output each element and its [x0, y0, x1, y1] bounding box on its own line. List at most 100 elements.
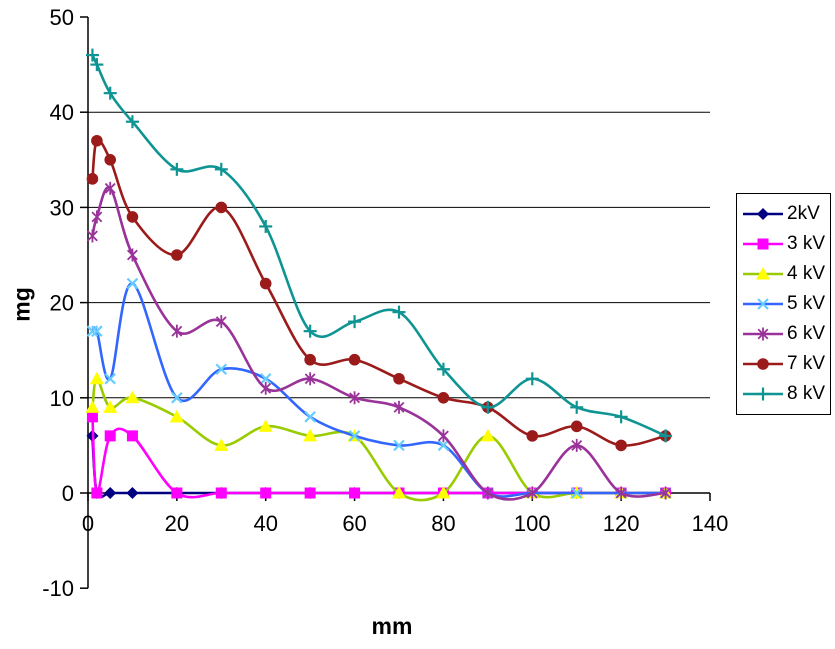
- legend-label: 4 kV: [787, 263, 826, 284]
- asterisk-marker-icon: [260, 381, 272, 395]
- y-tick-label: 40: [50, 100, 74, 125]
- x-marker-icon: [304, 411, 316, 423]
- square-marker-icon: [304, 487, 316, 499]
- y-tick-label: -10: [42, 576, 74, 601]
- x-tick-label: 100: [514, 511, 551, 536]
- legend-label: 3 kV: [787, 233, 826, 254]
- asterisk-marker-icon: [482, 486, 494, 500]
- legend-line-sample: [743, 358, 783, 370]
- x-marker-icon: [570, 487, 583, 499]
- square-marker-icon: [757, 238, 769, 250]
- circle-marker-icon: [86, 173, 99, 185]
- y-tick-label: 50: [50, 5, 74, 30]
- triangle-marker-icon: [85, 400, 100, 413]
- triangle-marker-icon: [125, 390, 140, 404]
- circle-marker-icon: [348, 353, 361, 366]
- x-tick-label: 140: [692, 511, 729, 536]
- square-marker-icon: [260, 487, 272, 499]
- triangle-marker-icon: [436, 486, 451, 499]
- x-tick-label: 0: [82, 511, 94, 536]
- plus-marker-icon: [436, 362, 450, 376]
- legend-entry-8kv: 8 kV: [743, 379, 830, 409]
- asterisk-marker-icon: [215, 315, 227, 329]
- legend-line-sample: [743, 208, 783, 220]
- square-marker-icon: [126, 430, 138, 442]
- asterisk-marker-icon: [126, 248, 138, 262]
- plus-marker-icon: [125, 115, 139, 129]
- series-8kv: [85, 48, 673, 443]
- y-tick-label: 0: [62, 481, 74, 506]
- triangle-marker-icon: [214, 438, 229, 451]
- circle-marker-icon: [215, 201, 228, 214]
- legend-label: 8 kV: [787, 383, 826, 404]
- circle-marker-icon: [171, 249, 183, 261]
- square-marker-icon: [171, 487, 183, 499]
- diamond-marker-icon: [126, 487, 139, 499]
- x-marker-icon: [86, 325, 99, 337]
- legend-line-sample: [743, 387, 783, 401]
- plus-marker-icon: [90, 58, 104, 72]
- circle-marker-icon: [126, 211, 139, 223]
- series-6kv: [87, 181, 672, 501]
- triangle-marker-icon: [392, 486, 406, 499]
- legend-entry-7kv: 7 kV: [743, 349, 830, 379]
- legend-entry-5kv: 5 kV: [743, 289, 830, 319]
- y-tick-label: 30: [50, 195, 74, 220]
- plus-marker-icon: [170, 162, 184, 176]
- square-marker-icon: [91, 487, 103, 499]
- square-marker-icon: [215, 487, 227, 499]
- asterisk-marker-icon: [660, 486, 672, 500]
- legend-line-sample: [743, 267, 783, 280]
- series-7kv: [86, 134, 672, 452]
- diamond-marker-icon: [757, 208, 769, 220]
- asterisk-marker-icon: [571, 438, 583, 452]
- asterisk-marker-icon: [526, 486, 538, 500]
- x-tick-label: 40: [253, 511, 277, 536]
- legend-entry-3kv: 3 kV: [743, 229, 830, 259]
- x-marker-icon: [215, 363, 228, 376]
- legend-line-sample: [743, 238, 783, 250]
- x-tick-label: 120: [603, 511, 640, 536]
- asterisk-marker-icon: [757, 327, 769, 341]
- series-3kv: [86, 411, 672, 499]
- square-marker-icon: [104, 430, 116, 442]
- y-tick-label: 10: [50, 386, 74, 411]
- triangle-marker-icon: [103, 400, 118, 413]
- legend-label: 6 kV: [787, 323, 826, 344]
- x-marker-icon: [437, 439, 450, 452]
- triangle-marker-icon: [258, 419, 273, 432]
- series-line: [91, 282, 667, 498]
- circle-marker-icon: [393, 372, 405, 385]
- triangle-marker-icon: [756, 267, 770, 280]
- asterisk-marker-icon: [87, 229, 98, 243]
- legend-entry-2kv: 2kV: [743, 199, 830, 229]
- y-tick-label: 20: [50, 291, 74, 316]
- square-marker-icon: [349, 487, 361, 499]
- plus-marker-icon: [659, 429, 673, 443]
- x-marker-icon: [259, 372, 272, 385]
- circle-marker-icon: [259, 277, 272, 290]
- legend-label: 2kV: [787, 203, 820, 224]
- asterisk-marker-icon: [393, 400, 405, 414]
- series-line: [91, 53, 667, 438]
- legend-line-sample: [743, 327, 783, 341]
- x-marker-icon: [348, 430, 361, 442]
- asterisk-marker-icon: [349, 391, 361, 405]
- plus-marker-icon: [525, 372, 539, 386]
- legend: 2kV 3 kV 4 kV 5 kV 6 kV 7 kV 8 kV: [736, 193, 831, 415]
- x-marker-icon: [126, 277, 139, 290]
- legend-entry-6kv: 6 kV: [743, 319, 830, 349]
- plus-marker-icon: [214, 162, 228, 176]
- plus-marker-icon: [756, 387, 770, 401]
- asterisk-marker-icon: [437, 429, 449, 443]
- plus-marker-icon: [570, 400, 584, 414]
- circle-marker-icon: [526, 430, 539, 442]
- circle-marker-icon: [437, 392, 450, 404]
- circle-marker-icon: [615, 439, 627, 452]
- x-marker-icon: [91, 325, 103, 337]
- circle-marker-icon: [104, 154, 117, 166]
- plus-marker-icon: [392, 305, 406, 319]
- triangle-marker-icon: [89, 371, 104, 385]
- legend-entry-4kv: 4 kV: [743, 259, 830, 289]
